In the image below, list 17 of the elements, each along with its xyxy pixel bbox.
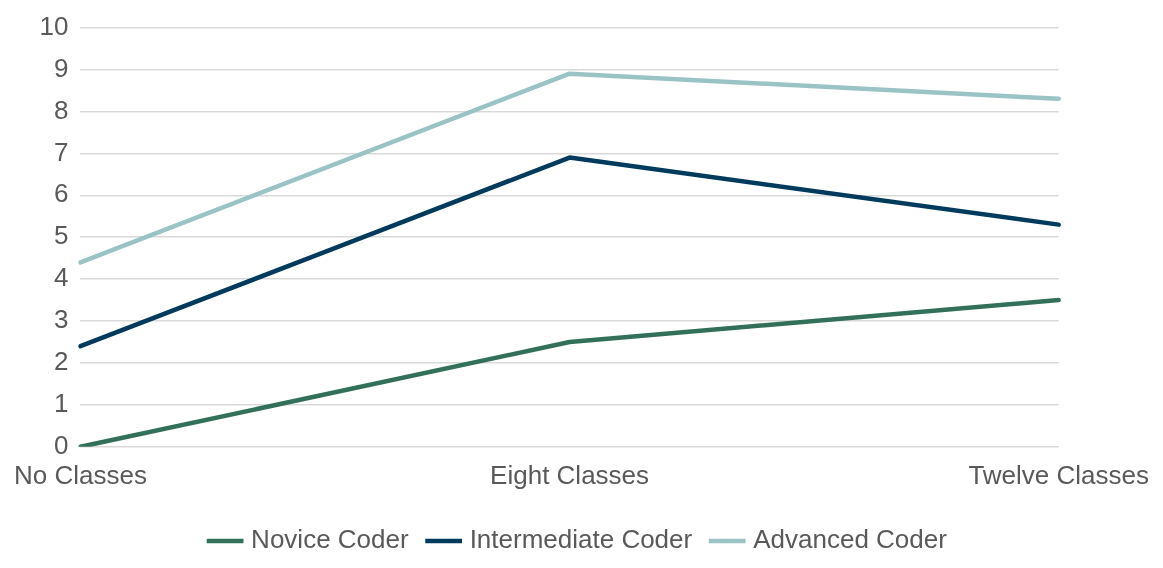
x-tick-label: Twelve Classes [968,459,1149,490]
legend-label: Intermediate Coder [469,524,693,555]
y-tick-label: 2 [54,346,69,377]
y-tick-label: 0 [54,429,69,460]
x-tick-label: Eight Classes [490,459,650,490]
y-tick-label: 7 [54,136,69,167]
x-tick-label: No Classes [14,459,147,490]
y-tick-label: 5 [54,220,69,251]
y-tick-label: 9 [54,52,69,83]
y-tick-label: 3 [54,304,69,335]
legend-label: Novice Coder [251,524,409,555]
y-tick-label: 6 [54,178,69,209]
y-tick-label: 4 [54,262,69,293]
y-tick-label: 1 [54,388,69,419]
y-tick-label: 8 [54,94,69,125]
y-tick-label: 10 [39,10,69,41]
legend-label: Advanced Coder [753,524,948,555]
